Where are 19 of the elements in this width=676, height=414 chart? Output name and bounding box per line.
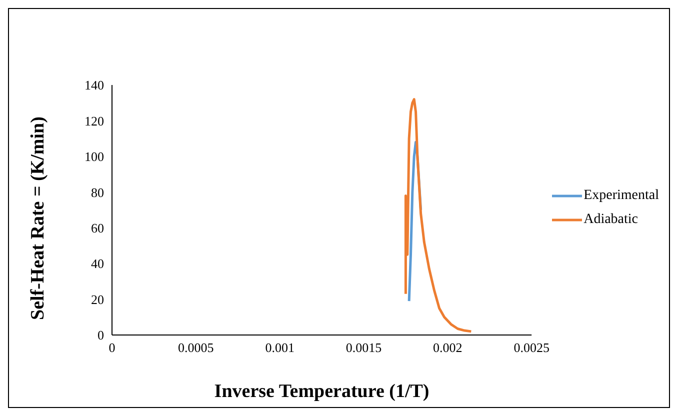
x-tick-label: 0.002 xyxy=(433,340,462,356)
legend-label: Adiabatic xyxy=(584,212,638,228)
x-tick-label: 0.001 xyxy=(265,340,294,356)
y-tick-label: 60 xyxy=(91,220,104,236)
x-tick-label: 0.0025 xyxy=(514,340,550,356)
y-tick-label: 100 xyxy=(84,149,104,164)
x-tick-label: 0.0015 xyxy=(346,340,382,356)
y-tick-label: 40 xyxy=(91,256,104,272)
legend-label: Experimental xyxy=(584,188,659,204)
y-tick-label: 20 xyxy=(91,292,104,307)
y-tick-label: 80 xyxy=(91,184,104,200)
line-series xyxy=(404,98,472,333)
y-tick-label: 120 xyxy=(84,113,104,128)
x-axis-title: Inverse Temperature (1/T) xyxy=(214,381,430,402)
x-tick-label: 0.0005 xyxy=(178,340,214,356)
y-tick-label: 140 xyxy=(84,78,104,93)
y-axis-title: Self-Heat Rate = (K/min) xyxy=(28,116,49,320)
y-tick-label: 0 xyxy=(98,328,104,343)
x-tick-label: 0 xyxy=(108,340,116,356)
